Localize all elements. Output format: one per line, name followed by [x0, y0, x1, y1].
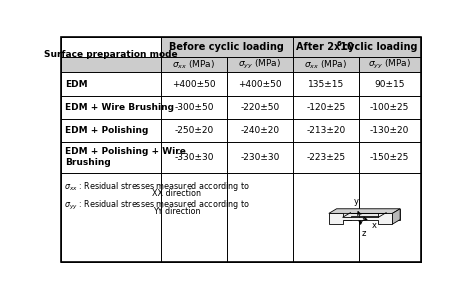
Text: After 2x10: After 2x10: [296, 42, 353, 52]
Text: XX direction: XX direction: [152, 189, 202, 198]
Text: $\sigma_{yy}$ : Residual stresses measured according to: $\sigma_{yy}$ : Residual stresses measur…: [64, 199, 251, 212]
Text: EDM + Wire Brushing: EDM + Wire Brushing: [65, 103, 174, 112]
Text: z: z: [361, 229, 366, 238]
Text: Surface preparation mode: Surface preparation mode: [44, 50, 178, 59]
Text: 135±15: 135±15: [307, 80, 344, 89]
Text: +400±50: +400±50: [172, 80, 216, 89]
Text: EDM + Polishing + Wire
Brushing: EDM + Polishing + Wire Brushing: [65, 147, 186, 167]
Text: $\sigma_{yy}$ (MPa): $\sigma_{yy}$ (MPa): [368, 58, 411, 71]
Text: -250±20: -250±20: [174, 126, 213, 135]
Text: $\sigma_{xx}$ (MPa): $\sigma_{xx}$ (MPa): [172, 59, 216, 71]
Text: -150±25: -150±25: [370, 153, 409, 162]
Text: $\sigma_{yy}$ (MPa): $\sigma_{yy}$ (MPa): [238, 58, 282, 71]
Text: -120±25: -120±25: [306, 103, 345, 112]
Text: $\sigma_{xx}$ (MPa): $\sigma_{xx}$ (MPa): [304, 59, 347, 71]
Text: -220±50: -220±50: [240, 103, 280, 112]
Text: $\sigma_{xx}$ : Residual stresses measured according to: $\sigma_{xx}$ : Residual stresses measur…: [64, 180, 251, 193]
Bar: [61, 57, 421, 73]
Text: -300±50: -300±50: [174, 103, 214, 112]
Polygon shape: [329, 209, 400, 213]
Bar: [61, 173, 421, 262]
Text: -213±20: -213±20: [306, 126, 345, 135]
Text: -223±25: -223±25: [306, 153, 345, 162]
Text: -330±30: -330±30: [174, 153, 214, 162]
Text: Before cyclic loading: Before cyclic loading: [170, 42, 284, 52]
Text: x: x: [372, 221, 377, 230]
Text: +400±50: +400±50: [238, 80, 282, 89]
Text: EDM: EDM: [65, 80, 87, 89]
Text: 90±15: 90±15: [375, 80, 405, 89]
Text: YY direction: YY direction: [153, 207, 201, 216]
Text: EDM + Polishing: EDM + Polishing: [65, 126, 149, 135]
Text: -130±20: -130±20: [370, 126, 409, 135]
Bar: [61, 37, 161, 57]
Text: y: y: [353, 197, 358, 207]
Bar: [161, 37, 421, 57]
Text: 6: 6: [336, 41, 341, 47]
Text: -230±30: -230±30: [240, 153, 280, 162]
Polygon shape: [337, 209, 400, 220]
Polygon shape: [392, 209, 400, 224]
Text: cyclic loading: cyclic loading: [339, 42, 418, 52]
Text: -240±20: -240±20: [240, 126, 280, 135]
Text: -100±25: -100±25: [370, 103, 409, 112]
Polygon shape: [329, 213, 392, 224]
